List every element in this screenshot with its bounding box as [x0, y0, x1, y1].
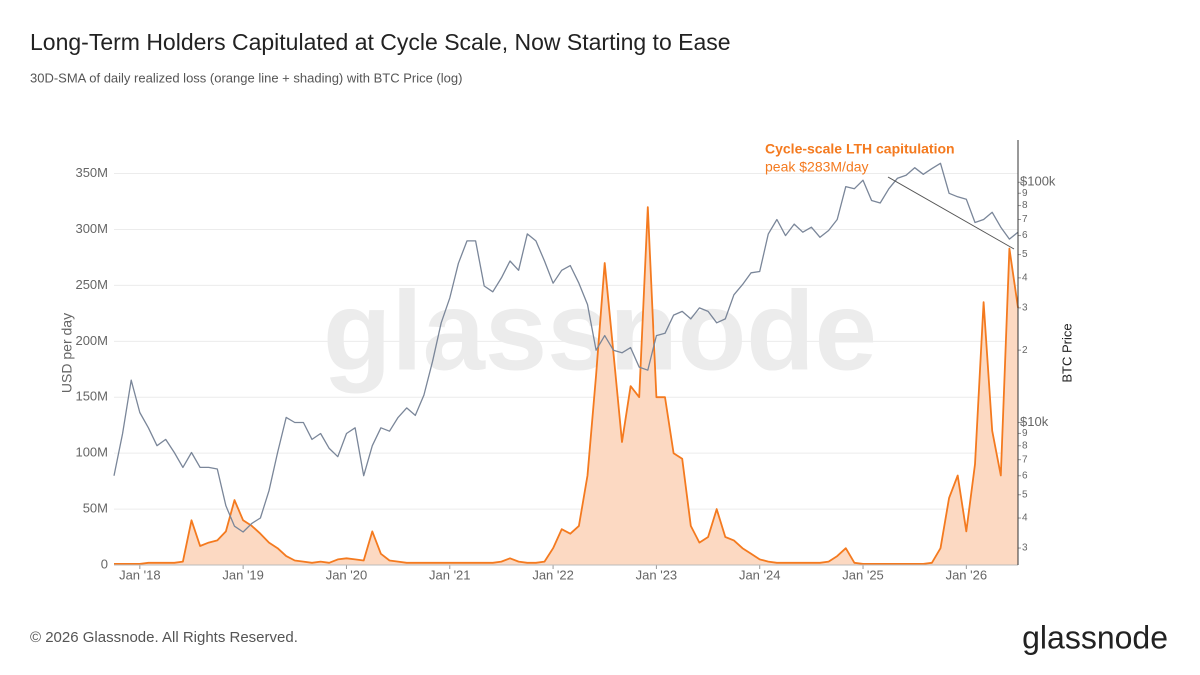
x-tick-label: Jan '25	[842, 567, 884, 582]
x-tick-label: Jan '26	[946, 567, 988, 582]
x-tick-label: Jan '22	[532, 567, 574, 582]
y2-tick-label: 8	[1022, 440, 1028, 451]
y2-tick-label: 6	[1022, 470, 1028, 481]
y-tick-label: 0	[101, 556, 108, 571]
annotation-text: peak $283M/day	[765, 159, 869, 175]
chart-subtitle: 30D-SMA of daily realized loss (orange l…	[30, 70, 462, 85]
y2-tick-label: 7	[1022, 454, 1028, 465]
y-tick-label: 300M	[75, 221, 108, 236]
y2-tick-label: 8	[1022, 200, 1028, 211]
y2-tick-label: 7	[1022, 214, 1028, 225]
logo: glassnode	[1022, 619, 1168, 655]
y2-tick-label: 5	[1022, 249, 1028, 260]
footer: © 2026 Glassnode. All Rights Reserved.	[30, 629, 298, 646]
plot-area: 0 50M 100M 150M 200M 250M 300M 350M Jan '18 Jan '…	[75, 140, 1056, 582]
y-axis-label: USD per day	[59, 313, 75, 393]
x-tick-label: Jan '20	[326, 567, 368, 582]
y-tick-label: 50M	[83, 501, 108, 516]
chart-title: Long-Term Holders Capitulated at Cycle S…	[30, 29, 731, 55]
y-tick-label: 250M	[75, 277, 108, 292]
y-tick-label: 100M	[75, 445, 108, 460]
x-tick-label: Jan '18	[119, 567, 161, 582]
x-tick-label: Jan '24	[739, 567, 781, 582]
y2-axis-label: BTC Price	[1059, 323, 1074, 382]
y2-tick-label: 3	[1022, 303, 1028, 314]
y2-tick-label: $10k	[1020, 414, 1049, 429]
x-tick-label: Jan '23	[636, 567, 678, 582]
y2-tick-label: 6	[1022, 230, 1028, 241]
y-tick-label: 200M	[75, 333, 108, 348]
x-tick-label: Jan '21	[429, 567, 471, 582]
y2-tick-label: 2	[1022, 345, 1028, 356]
y2-tick-label: $100k	[1020, 174, 1056, 189]
y2-tick-label: 9	[1022, 188, 1028, 199]
x-tick-label: Jan '19	[222, 567, 264, 582]
y2-tick-label: 9	[1022, 428, 1028, 439]
y-tick-label: 350M	[75, 165, 108, 180]
series-line	[113, 162, 1019, 533]
y-tick-label: 150M	[75, 389, 108, 404]
y2-tick-label: 5	[1022, 489, 1028, 500]
annotation-title: Cycle-scale LTH capitulation	[765, 141, 955, 157]
series-line	[114, 206, 1019, 565]
y2-tick-label: 4	[1022, 513, 1028, 524]
y2-tick-label: 3	[1022, 543, 1028, 554]
annotation-pointer	[887, 176, 1015, 250]
y2-tick-label: 4	[1022, 273, 1028, 284]
